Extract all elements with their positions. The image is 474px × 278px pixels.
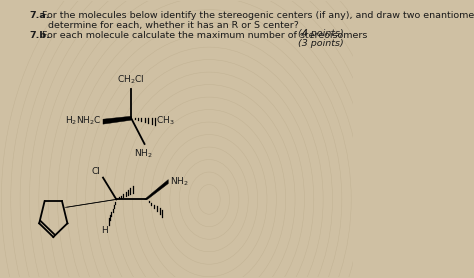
Text: 7.b.: 7.b.: [29, 31, 50, 40]
Text: $\mathregular{NH_2}$: $\mathregular{NH_2}$: [134, 148, 153, 160]
Text: (3 points): (3 points): [298, 39, 344, 48]
Text: Cl: Cl: [92, 167, 101, 176]
Text: $\mathregular{CH_2Cl}$: $\mathregular{CH_2Cl}$: [118, 73, 145, 86]
Polygon shape: [64, 199, 118, 207]
Text: $\mathregular{H_2NH_2C}$: $\mathregular{H_2NH_2C}$: [65, 115, 101, 127]
Text: H: H: [100, 226, 108, 235]
Text: (4 points): (4 points): [298, 29, 344, 38]
Text: For the molecules below identify the stereogenic centers (if any), and draw two : For the molecules below identify the ste…: [39, 11, 474, 20]
Text: 7.a.: 7.a.: [29, 11, 50, 20]
Polygon shape: [103, 116, 131, 124]
Polygon shape: [145, 180, 168, 199]
Text: $\mathregular{NH_2}$: $\mathregular{NH_2}$: [171, 175, 190, 188]
Text: $\mathregular{CH_3}$: $\mathregular{CH_3}$: [156, 115, 175, 127]
Text: For each molecule calculate the maximum number of stereoisomers: For each molecule calculate the maximum …: [39, 31, 368, 40]
Text: determine for each, whether it has an R or S center?: determine for each, whether it has an R …: [29, 21, 299, 30]
